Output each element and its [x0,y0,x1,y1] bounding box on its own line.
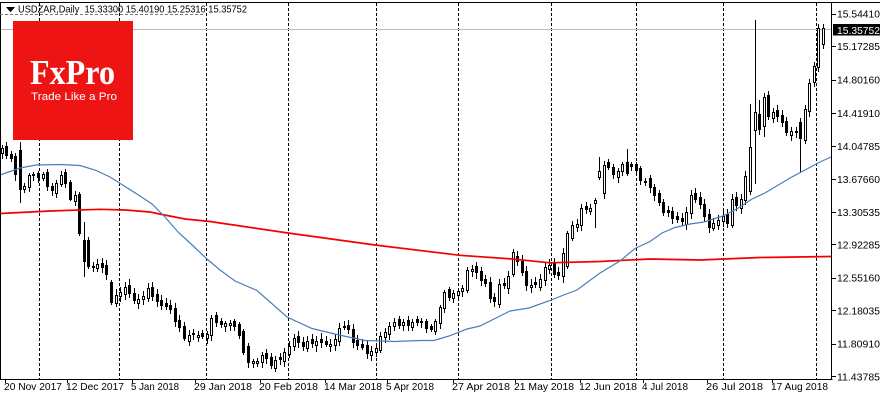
svg-text:5 Jan 2018: 5 Jan 2018 [131,381,179,393]
svg-text:29 Jan 2018: 29 Jan 2018 [194,381,252,393]
svg-text:20 Nov 2017: 20 Nov 2017 [4,381,62,393]
svg-text:14 Mar 2018: 14 Mar 2018 [324,381,382,393]
svg-text:13.67660: 13.67660 [837,174,880,186]
svg-text:12.92285: 12.92285 [837,240,880,252]
svg-text:12.18035: 12.18035 [837,306,880,318]
svg-text:26 Jul 2018: 26 Jul 2018 [706,381,763,393]
svg-text:4 Jul 2018: 4 Jul 2018 [642,381,688,393]
svg-text:20 Feb 2018: 20 Feb 2018 [259,381,318,393]
svg-text:FxPro: FxPro [30,53,115,92]
svg-text:27 Apr 2018: 27 Apr 2018 [452,381,510,393]
svg-text:14.04785: 14.04785 [837,141,880,153]
svg-text:11.80910: 11.80910 [837,339,880,351]
svg-text:12 Jun 2018: 12 Jun 2018 [579,381,637,393]
svg-text:15.35752: 15.35752 [837,25,880,37]
svg-text:12.55160: 12.55160 [837,273,880,285]
svg-text:21 May 2018: 21 May 2018 [514,381,574,393]
svg-text:14.80160: 14.80160 [837,75,880,87]
svg-text:Trade Like a Pro: Trade Like a Pro [31,91,117,103]
svg-text:11.43785: 11.43785 [837,372,880,384]
svg-text:12 Dec 2017: 12 Dec 2017 [66,381,124,393]
svg-text:15.17285: 15.17285 [837,41,880,53]
svg-text:15.54410: 15.54410 [837,9,880,21]
svg-text:USDZAR,Daily 15.33300 15.4019: USDZAR,Daily 15.33300 15.40190 15.25316 … [18,4,247,16]
svg-text:17 Aug 2018: 17 Aug 2018 [771,381,828,393]
svg-text:14.41910: 14.41910 [837,108,880,120]
svg-text:5 Apr 2018: 5 Apr 2018 [386,381,434,393]
svg-text:13.30535: 13.30535 [837,207,880,219]
